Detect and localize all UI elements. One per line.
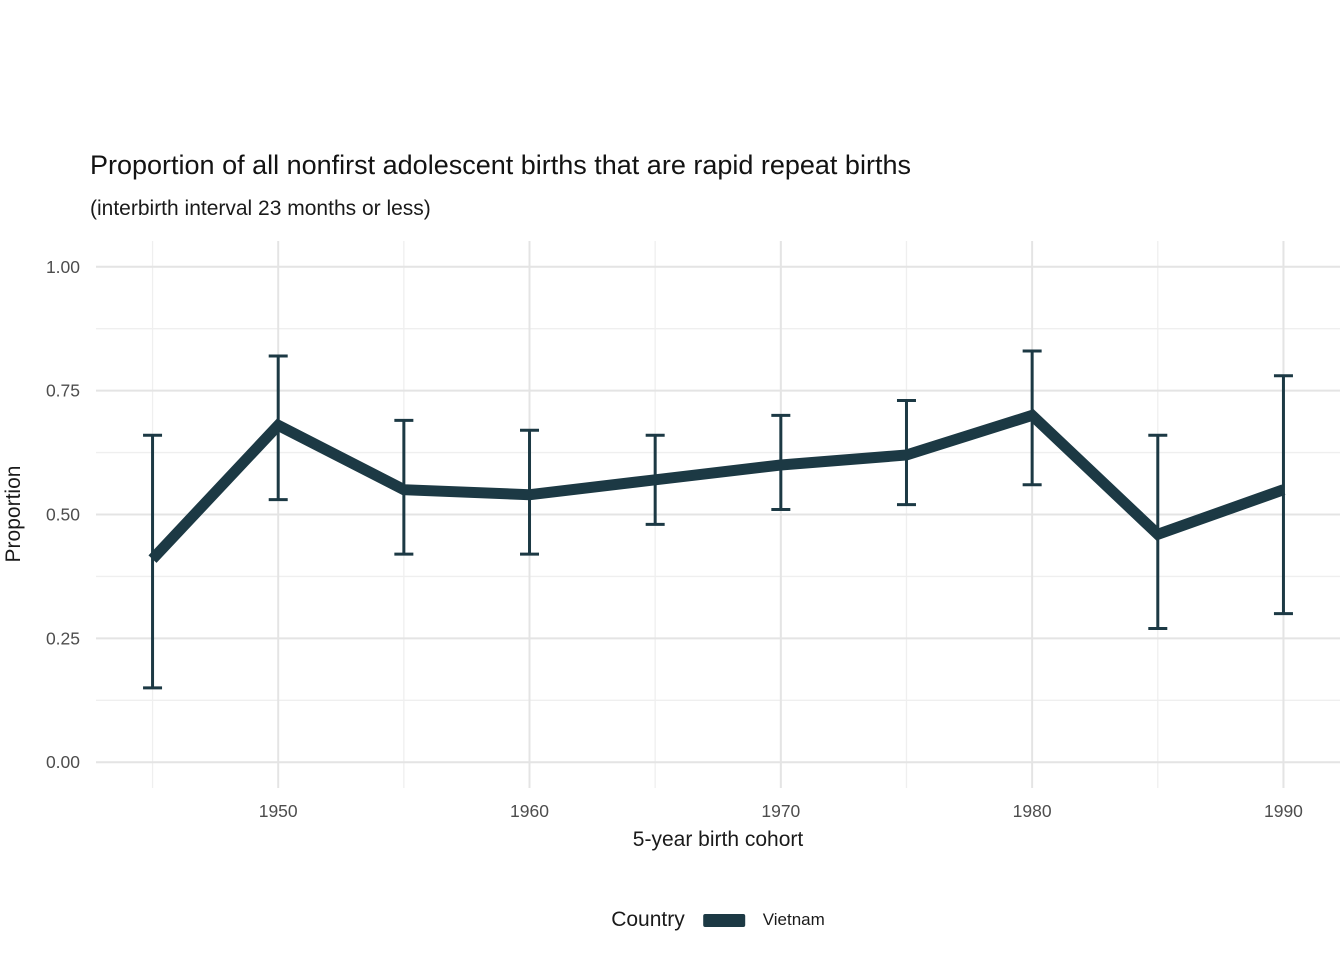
y-tick-label: 0.25 <box>46 628 80 648</box>
x-axis-title: 5-year birth cohort <box>632 828 804 851</box>
x-tick-label: 1960 <box>510 801 549 821</box>
x-tick-label: 1980 <box>1013 801 1052 821</box>
y-tick-label: 0.75 <box>46 381 80 401</box>
legend: Country Vietnam <box>611 908 825 932</box>
x-tick-label: 1970 <box>761 801 800 821</box>
x-tick-label: 1950 <box>259 801 298 821</box>
legend-item-label: Vietnam <box>762 910 825 929</box>
y-tick-label: 1.00 <box>46 257 80 277</box>
series-line-vietnam <box>148 409 1286 563</box>
y-tick-label: 0.50 <box>46 505 80 525</box>
x-tick-label: 1990 <box>1264 801 1303 821</box>
y-tick-label: 0.00 <box>46 752 80 772</box>
chart-subtitle: (interbirth interval 23 months or less) <box>90 197 431 220</box>
legend-title: Country <box>611 908 685 931</box>
chart-title: Proportion of all nonfirst adolescent bi… <box>90 150 911 180</box>
legend-line-swatch <box>702 913 745 927</box>
